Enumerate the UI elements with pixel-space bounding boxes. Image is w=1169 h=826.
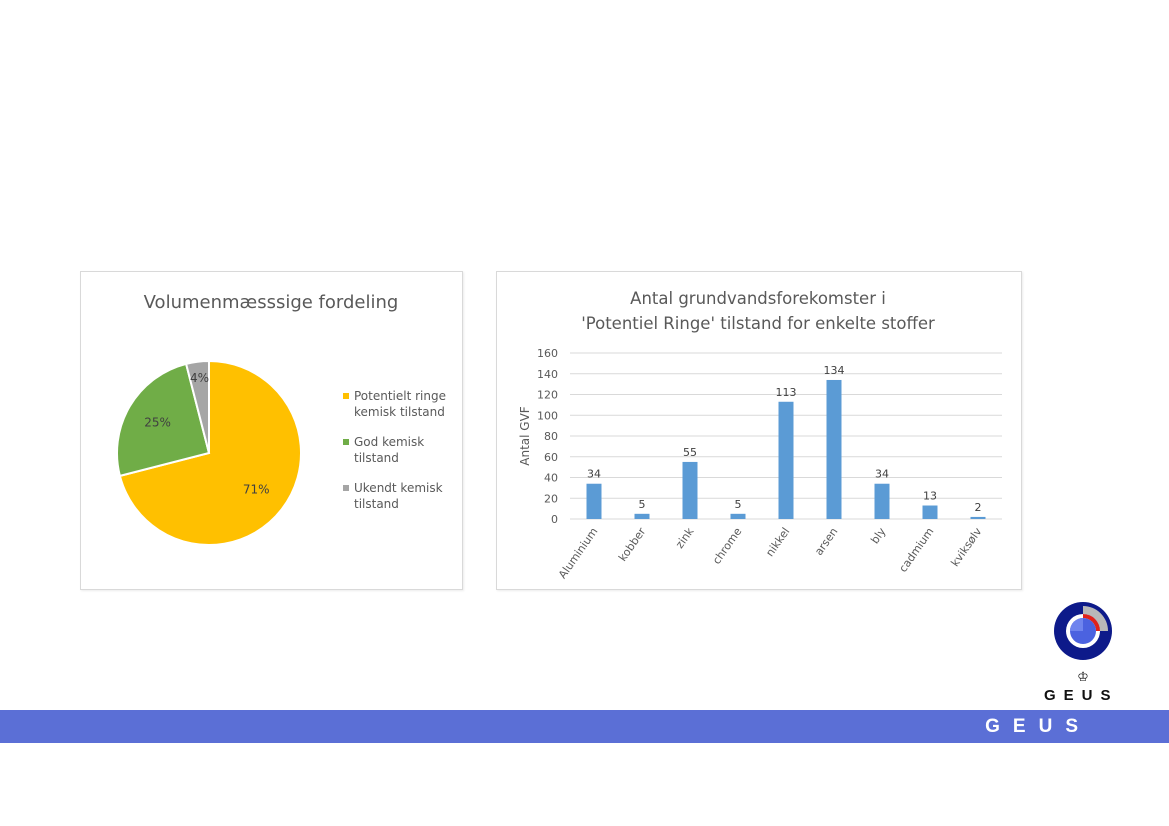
x-tick-label: kviksølv [948, 525, 984, 569]
bar-cadmium [922, 505, 938, 519]
bar-data-label: 55 [683, 446, 697, 459]
x-tick-label: zink [673, 525, 697, 551]
x-tick-label: bly [868, 525, 888, 546]
bar-title: 'Potentiel Ringe' tilstand for enkelte s… [581, 314, 935, 333]
x-tick-label: chrome [710, 525, 745, 567]
bar-data-label: 34 [875, 468, 889, 481]
y-tick-label: 100 [537, 409, 558, 422]
footer-text: GEUS [985, 716, 1091, 737]
bar-kviksølv [970, 516, 986, 519]
x-tick-label: cadmium [896, 525, 936, 574]
bar-data-label: 2 [975, 501, 982, 514]
legend-label-0: kemisk tilstand [354, 405, 445, 419]
x-tick-label: Aluminium [556, 525, 601, 581]
x-tick-label: arsen [812, 525, 840, 558]
pie-data-label-2: 4% [190, 371, 209, 385]
legend-label-2: Ukendt kemisk [354, 481, 443, 495]
bar-chrome [730, 513, 746, 519]
y-tick-label: 20 [544, 492, 558, 505]
y-tick-label: 140 [537, 368, 558, 381]
bar-chart-panel: Antal grundvandsforekomster i 'Potentiel … [496, 271, 1022, 590]
footer-band: GEUS [0, 710, 1169, 743]
bar-data-label: 113 [776, 386, 797, 399]
crown-icon: ♔ [1077, 670, 1089, 685]
bar-zink [682, 461, 698, 519]
y-tick-label: 160 [537, 347, 558, 360]
logo-text: GEUS [1044, 687, 1119, 704]
pie-data-label-0: 71% [243, 483, 270, 497]
bar-data-label: 5 [639, 498, 646, 511]
bar-Aluminium [586, 483, 602, 519]
legend-label-2: tilstand [354, 497, 399, 511]
geus-logo: ♔ [1050, 600, 1120, 710]
bar-kobber [634, 513, 650, 519]
pie-slice-0 [118, 359, 302, 546]
bar-data-label: 13 [923, 490, 937, 503]
bar-arsen [826, 379, 842, 519]
pie-data-label-1: 25% [144, 416, 171, 430]
y-tick-label: 0 [551, 513, 558, 526]
pie-chart-panel: Volumenmæsssige fordeling 71% 25% 4% Potenti… [80, 271, 463, 590]
bar-title: Antal grundvandsforekomster i [630, 289, 886, 308]
geus-logo-icon: ♔ [1054, 602, 1112, 685]
bar-data-label: 34 [587, 468, 601, 481]
y-tick-label: 80 [544, 430, 558, 443]
bar-bly [874, 483, 890, 519]
legend-label-0: Potentielt ringe [354, 389, 446, 403]
bar-data-label: 134 [824, 364, 845, 377]
pie-slice-1 [116, 362, 211, 478]
legend-label-1: tilstand [354, 451, 399, 465]
legend-swatch-0 [343, 393, 349, 399]
x-tick-label: nikkel [763, 525, 792, 559]
bar-nikkel [778, 401, 794, 519]
pie-chart: Volumenmæsssige fordeling 71% 25% 4% Potenti… [116, 292, 446, 546]
bar-data-label: 5 [735, 498, 742, 511]
x-tick-label: kobber [616, 525, 649, 564]
y-axis-label: Antal GVF [518, 406, 532, 466]
legend-label-1: God kemisk [354, 435, 424, 449]
legend-swatch-2 [343, 485, 349, 491]
y-tick-label: 40 [544, 472, 558, 485]
pie-title: Volumenmæsssige fordeling [144, 292, 399, 313]
pie-slice-2 [184, 359, 210, 454]
y-tick-label: 120 [537, 389, 558, 402]
bar-chart: Antal grundvandsforekomster i 'Potentiel … [518, 289, 1002, 581]
y-tick-label: 60 [544, 451, 558, 464]
legend-swatch-1 [343, 439, 349, 445]
